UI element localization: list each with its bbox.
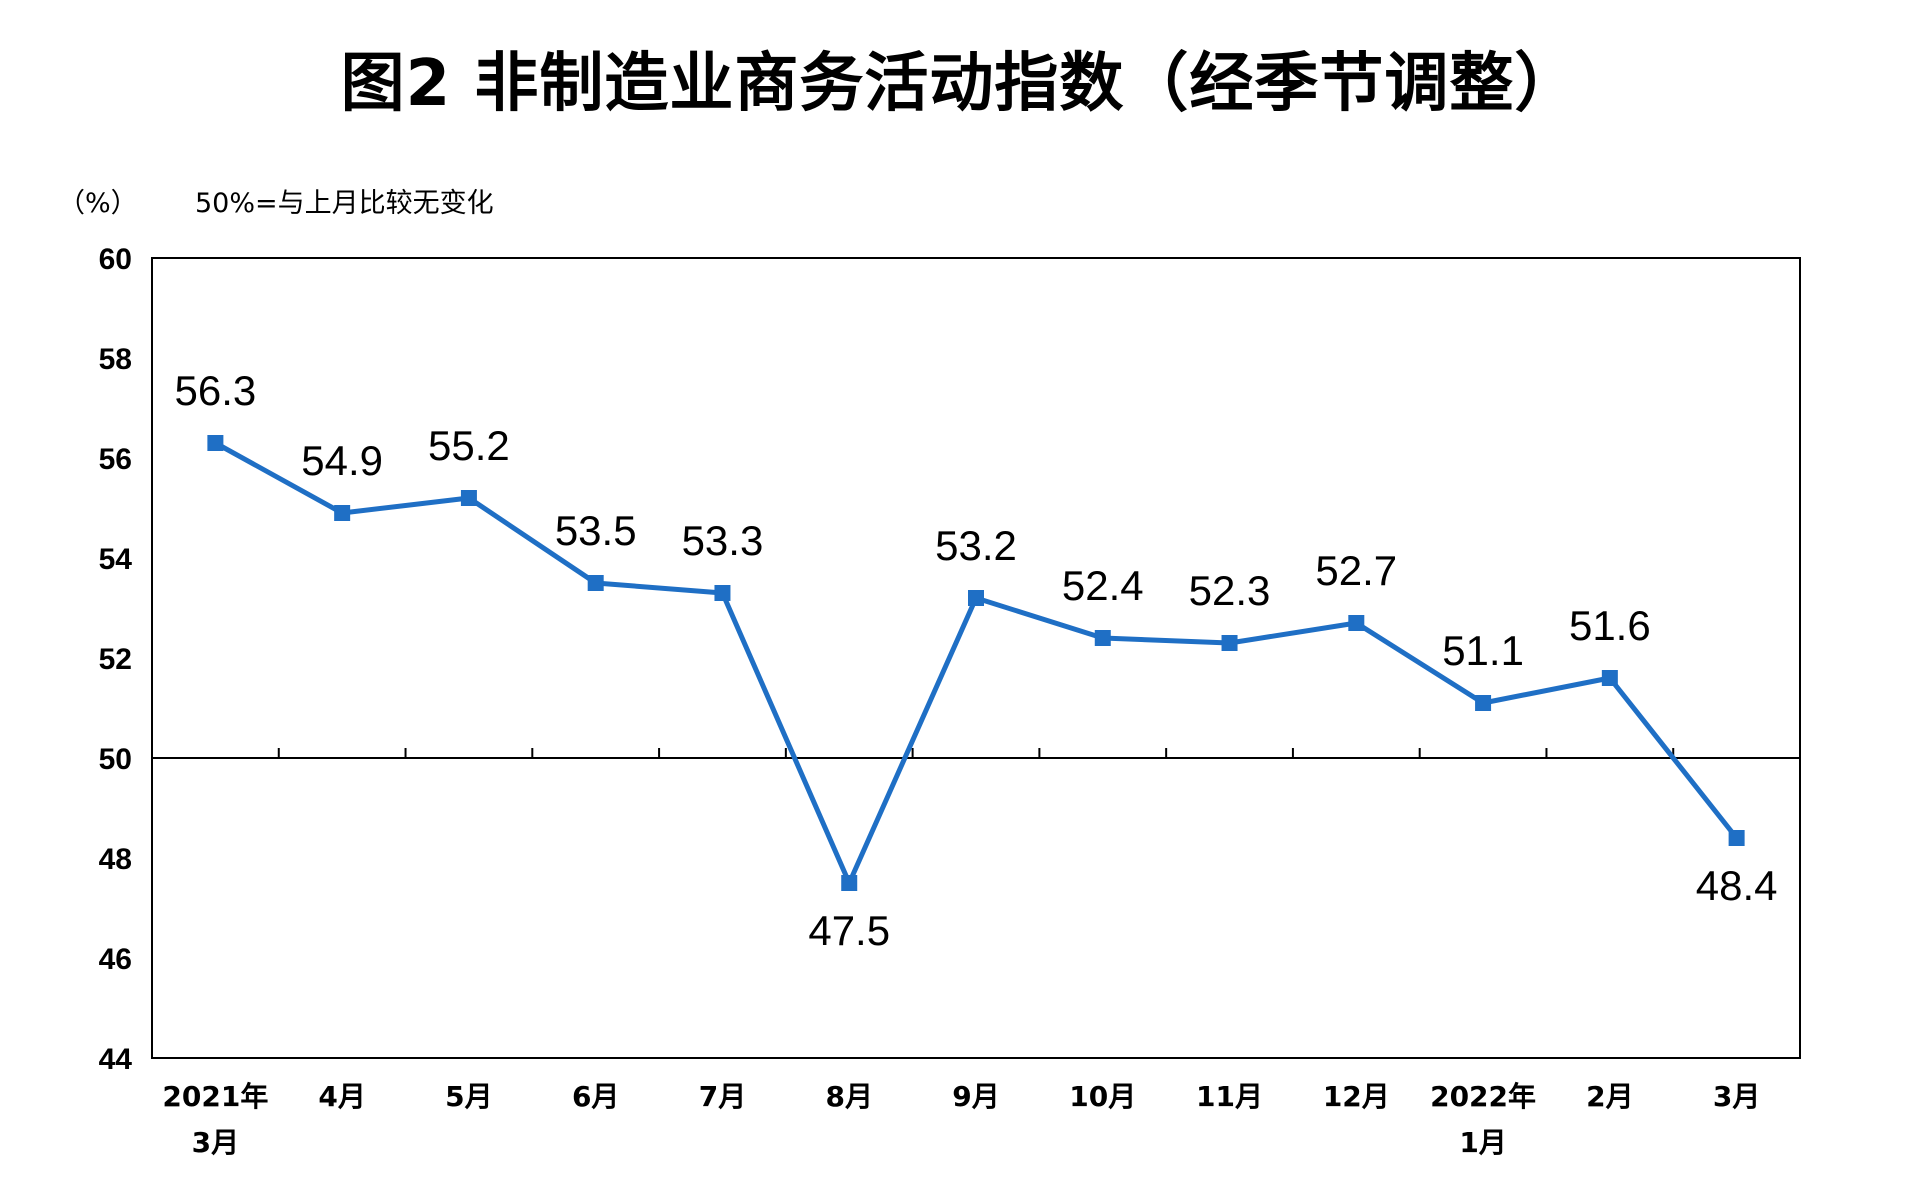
data-point-marker — [334, 505, 351, 521]
y-tick-label: 52 — [99, 643, 132, 676]
data-label: 54.9 — [301, 437, 383, 484]
data-label: 51.6 — [1569, 602, 1651, 649]
data-label: 47.5 — [808, 907, 890, 954]
data-point-marker — [1094, 630, 1111, 646]
x-category-label: 2022年 1月 — [1430, 1080, 1536, 1159]
data-label: 56.3 — [175, 367, 257, 414]
data-point-marker — [587, 575, 604, 591]
data-label: 52.7 — [1315, 547, 1397, 594]
data-label: 48.4 — [1696, 862, 1778, 909]
x-category-label: 9月 — [952, 1080, 999, 1113]
data-point-marker — [1601, 670, 1618, 686]
y-tick-label: 48 — [99, 843, 132, 876]
data-point-marker — [1348, 615, 1365, 631]
y-tick-label: 58 — [99, 343, 132, 376]
category-labels: 2021年 3月 4月 5月 6月 7月 8月 9月 10月 11月 12月 2022年 1月 2月 3月 — [162, 1080, 1760, 1159]
y-tick-label: 50 — [99, 743, 132, 776]
chart-title: 图2 非制造业商务活动指数（经季节调整） — [340, 47, 1580, 121]
data-label: 52.3 — [1189, 567, 1271, 614]
data-point-marker — [460, 490, 477, 506]
reference-note: 50%=与上月比较无变化 — [195, 188, 494, 219]
x-category-label: 8月 — [825, 1080, 872, 1113]
x-category-label: 4月 — [318, 1080, 365, 1113]
x-category-label: 6月 — [572, 1080, 619, 1113]
data-point-marker — [841, 875, 858, 891]
y-tick-label: 46 — [99, 943, 132, 976]
data-point-marker — [1475, 695, 1492, 711]
x-category-label: 2月 — [1586, 1080, 1633, 1113]
data-label: 51.1 — [1442, 627, 1524, 674]
data-point-marker — [1221, 635, 1238, 651]
x-category-label: 2021年 3月 — [162, 1080, 268, 1159]
data-label: 53.3 — [682, 517, 764, 564]
y-tick-label: 56 — [99, 443, 132, 476]
x-category-label: 10月 — [1069, 1080, 1136, 1113]
x-axis-ticks — [277, 748, 1675, 758]
x-category-label: 5月 — [445, 1080, 492, 1113]
y-tick-label: 60 — [99, 243, 132, 276]
x-category-label: 7月 — [699, 1080, 746, 1113]
y-tick-label: 54 — [99, 543, 133, 576]
y-axis-unit-label: （%） — [58, 188, 138, 219]
data-label: 53.2 — [935, 522, 1017, 569]
data-label: 52.4 — [1062, 562, 1144, 609]
data-point-marker — [1728, 830, 1745, 846]
y-axis-tick-labels: 60 58 56 54 52 50 48 46 44 — [99, 243, 133, 1076]
plot-area-frame — [151, 257, 1801, 1059]
data-labels: 56.3 54.9 55.2 53.5 53.3 47.5 53.2 52.4 52.3 52.7… — [175, 367, 1778, 954]
data-point-marker — [968, 590, 984, 606]
x-category-label: 11月 — [1196, 1080, 1263, 1113]
x-category-label: 12月 — [1323, 1080, 1390, 1113]
y-tick-label: 44 — [99, 1043, 133, 1076]
data-label: 55.2 — [428, 422, 510, 469]
data-point-marker — [714, 585, 731, 601]
series-group — [207, 435, 1745, 891]
x-category-label: 3月 — [1713, 1080, 1760, 1113]
data-label: 53.5 — [555, 507, 637, 554]
data-point-marker — [207, 435, 224, 451]
